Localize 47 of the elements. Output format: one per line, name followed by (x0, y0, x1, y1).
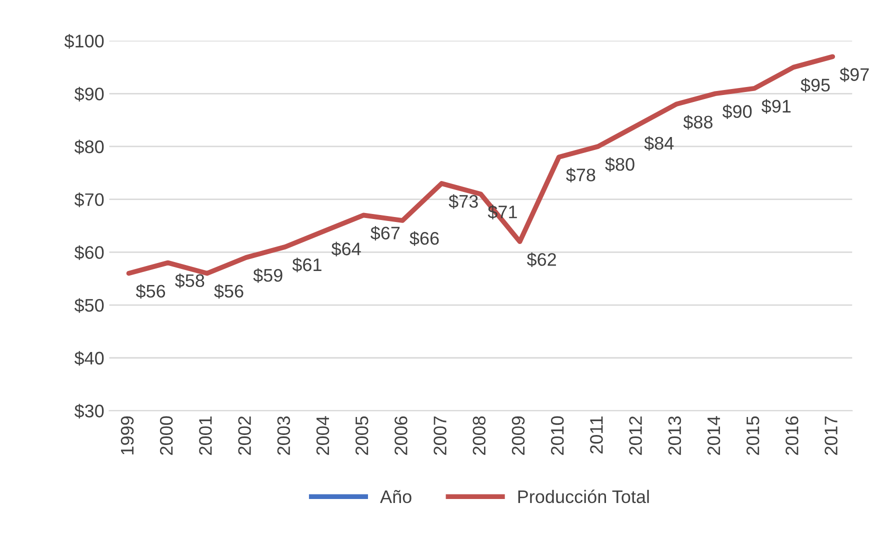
y-tick-label: $90 (74, 86, 104, 102)
data-label: $62 (526, 252, 556, 267)
x-tick-label: 2008 (472, 416, 486, 455)
data-label: $67 (370, 226, 400, 241)
x-tick-label: 2002 (238, 416, 251, 455)
x-tick-label: 2006 (394, 416, 408, 455)
y-tick-label: $50 (74, 298, 104, 313)
y-tick-label: $70 (74, 192, 104, 208)
x-tick-label: 2001 (199, 416, 212, 455)
data-label: $97 (840, 67, 869, 82)
data-label: $78 (566, 168, 596, 182)
x-tick-label: 2003 (277, 416, 290, 455)
x-tick-label: 1999 (120, 416, 134, 454)
x-tick-label: 2013 (668, 416, 682, 455)
y-tick-label: $100 (64, 34, 104, 49)
data-label: $56 (214, 284, 244, 299)
x-tick-label: 2017 (824, 416, 838, 455)
y-tick-label: $30 (74, 404, 104, 419)
x-tick-label: 2011 (590, 416, 603, 454)
data-label: $95 (800, 78, 830, 93)
y-tick-label: $40 (74, 351, 104, 366)
data-label: $59 (253, 268, 282, 283)
x-tick-label: 2009 (512, 416, 525, 455)
data-label: $88 (683, 114, 712, 130)
x-tick-label: 2015 (746, 416, 760, 455)
data-label: $73 (448, 194, 478, 209)
data-label: $90 (722, 104, 752, 120)
data-label: $64 (331, 242, 361, 256)
x-tick-label: 2010 (550, 416, 564, 455)
legend-label: Año (380, 490, 412, 504)
data-label: $66 (410, 231, 439, 246)
data-label: $80 (605, 157, 634, 172)
data-label: $56 (136, 284, 166, 299)
x-tick-label: 2016 (786, 416, 798, 455)
x-tick-label: 2012 (629, 416, 642, 455)
y-tick-label: $60 (74, 245, 104, 260)
x-tick-label: 2000 (160, 416, 173, 455)
data-label: $91 (762, 99, 791, 114)
data-label: $61 (292, 258, 322, 272)
x-tick-label: 2005 (355, 416, 368, 455)
legend-label: Producción Total (518, 490, 649, 504)
x-tick-label: 2007 (434, 416, 446, 455)
y-tick-label: $80 (74, 140, 104, 154)
x-tick-label: 2004 (316, 416, 330, 455)
data-label: $84 (644, 136, 674, 151)
x-tick-label: 2014 (707, 416, 720, 455)
data-label: $58 (175, 274, 204, 288)
